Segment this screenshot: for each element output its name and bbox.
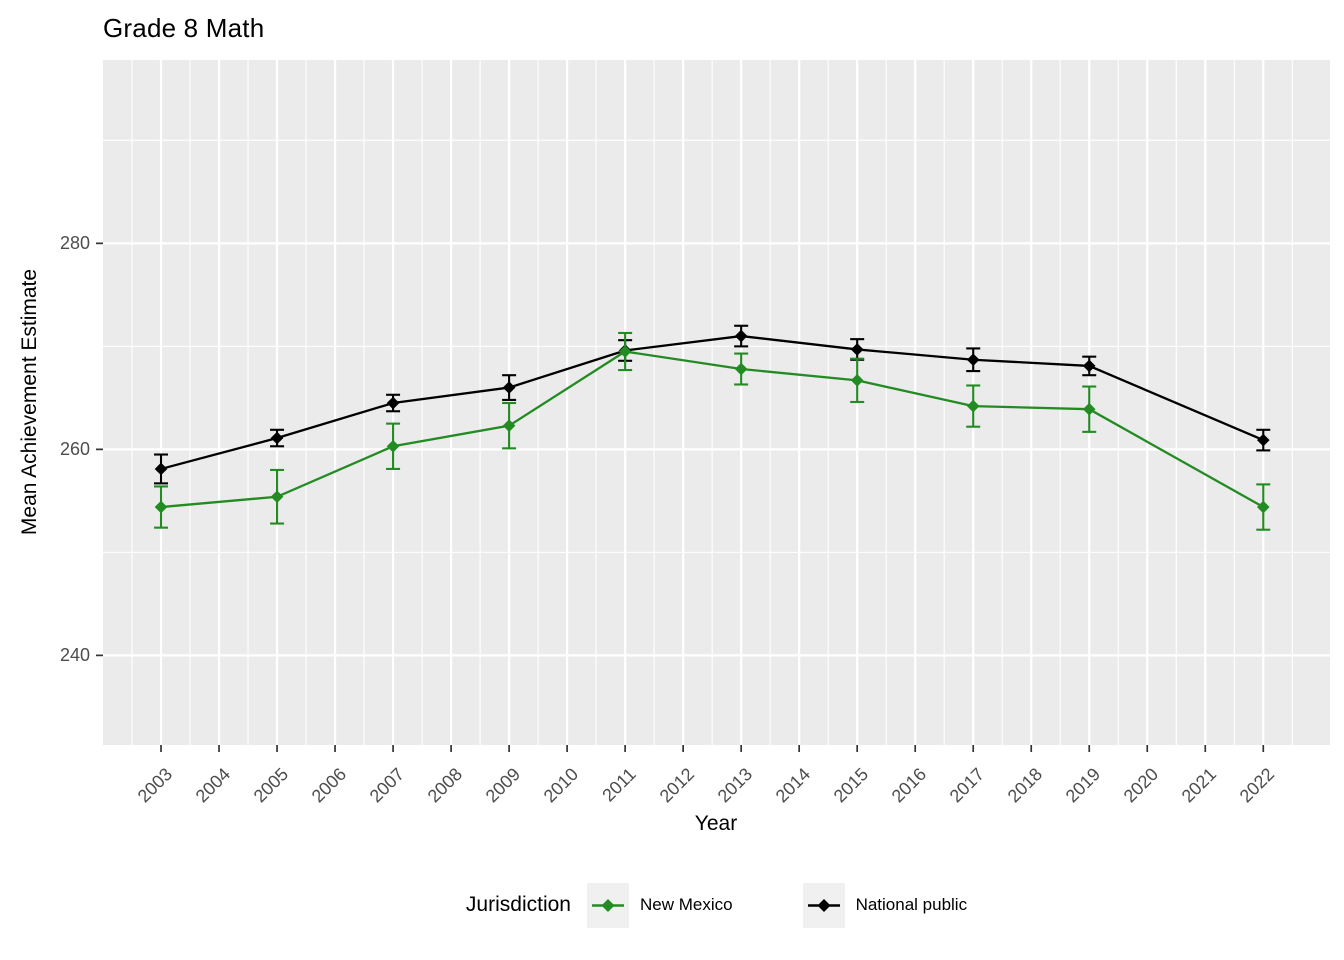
panel-background xyxy=(103,60,1330,745)
data-point-national-public xyxy=(1082,359,1096,373)
data-point-national-public xyxy=(502,381,516,394)
data-point-national-public xyxy=(270,431,284,445)
data-point-national-public xyxy=(966,353,980,367)
data-point-new-mexico xyxy=(734,362,748,376)
data-point-new-mexico xyxy=(966,399,980,413)
legend-item-new-mexico: New Mexico xyxy=(586,882,733,928)
y-axis-title: Mean Achievement Estimate xyxy=(18,268,41,536)
legend-item-national-public: National public xyxy=(802,882,968,928)
legend: Jurisdiction New Mexico National public xyxy=(103,880,1330,930)
data-point-new-mexico xyxy=(386,439,400,453)
data-point-new-mexico xyxy=(618,345,632,358)
data-point-national-public xyxy=(154,462,168,476)
legend-label-new-mexico: New Mexico xyxy=(639,895,733,914)
chart-title: Grade 8 Math xyxy=(103,13,265,43)
y-tick-label: 240 xyxy=(59,645,90,666)
data-point-new-mexico xyxy=(154,500,168,514)
legend-key-new-mexico-icon xyxy=(586,882,629,928)
x-axis-title: Year xyxy=(694,812,738,835)
data-point-national-public xyxy=(734,329,748,343)
series-line-national-public xyxy=(160,334,1264,471)
data-point-new-mexico xyxy=(270,490,284,504)
legend-key-national-public-icon xyxy=(802,882,845,928)
y-tick-label: 280 xyxy=(59,233,90,254)
data-point-new-mexico xyxy=(850,374,864,387)
data-point-national-public xyxy=(1256,433,1270,447)
data-point-new-mexico xyxy=(1082,402,1096,416)
y-tick-label: 260 xyxy=(59,439,90,460)
legend-label-national-public: National public xyxy=(855,895,968,914)
data-point-new-mexico xyxy=(502,419,516,432)
data-point-national-public xyxy=(386,396,400,410)
legend-title: Jurisdiction xyxy=(465,893,571,916)
series-line-new-mexico xyxy=(160,350,1264,509)
data-point-new-mexico xyxy=(1256,500,1270,514)
data-point-national-public xyxy=(850,343,864,356)
